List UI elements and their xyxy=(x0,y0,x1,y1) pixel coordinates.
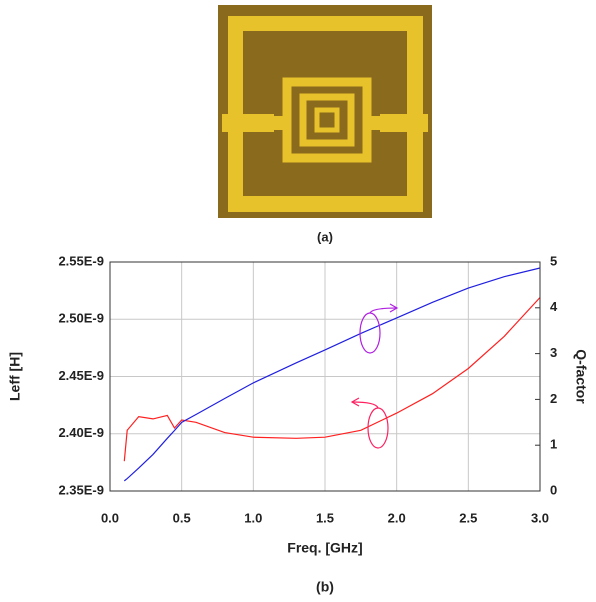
x-axis-label: Freq. [GHz] xyxy=(287,540,362,556)
y2-tick-label: 5 xyxy=(550,253,557,268)
y-tick-label: 2.50E-9 xyxy=(58,311,104,326)
x-tick-label: 2.0 xyxy=(388,510,406,525)
chip-photo xyxy=(218,5,432,218)
x-tick-label: 0.0 xyxy=(101,510,119,525)
x-tick-label: 1.5 xyxy=(316,510,334,525)
y2-tick-label: 2 xyxy=(550,391,557,406)
y-tick-label: 2.40E-9 xyxy=(58,425,104,440)
y2-tick-label: 4 xyxy=(550,299,558,314)
y2-tick-label: 0 xyxy=(550,482,557,497)
caption: (b) xyxy=(316,579,334,595)
y-axis-label: Leff [H] xyxy=(7,352,23,401)
y2-tick-label: 3 xyxy=(550,345,557,360)
photo-label: (a) xyxy=(317,229,333,244)
data-line xyxy=(124,298,540,462)
x-tick-label: 2.5 xyxy=(459,510,477,525)
page: (a) 0.0 0.5 1.0 1.5 2.0 2.5 3.0 2.35E-9 2.40E-9 2… xyxy=(0,0,596,602)
y2-axis-label: Q-factor xyxy=(573,349,589,404)
y-tick-label: 2.45E-9 xyxy=(58,368,104,383)
x-tick-label: 1.0 xyxy=(244,510,262,525)
x-tick-label: 0.5 xyxy=(173,510,191,525)
x-tick-label: 3.0 xyxy=(531,510,549,525)
figure: (a) 0.0 0.5 1.0 1.5 2.0 2.5 3.0 2.35E-9 2.40E-9 2… xyxy=(0,0,596,602)
y2-tick-label: 1 xyxy=(550,437,557,452)
y-tick-label: 2.35E-9 xyxy=(58,482,104,497)
data-line xyxy=(124,268,540,481)
chart: 0.0 0.5 1.0 1.5 2.0 2.5 3.0 2.35E-9 2.40E-9 2.45E… xyxy=(7,253,590,594)
y-tick-label: 2.55E-9 xyxy=(58,253,104,268)
